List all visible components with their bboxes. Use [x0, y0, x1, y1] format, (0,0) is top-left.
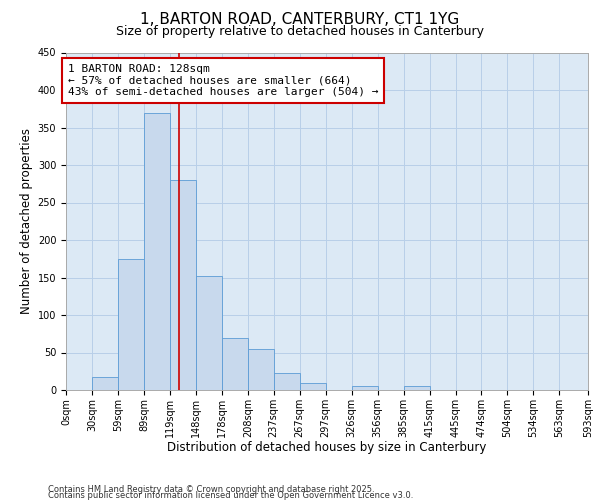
- Bar: [92, 376, 118, 390]
- Bar: [352, 386, 377, 390]
- Text: 1, BARTON ROAD, CANTERBURY, CT1 1YG: 1, BARTON ROAD, CANTERBURY, CT1 1YG: [140, 12, 460, 28]
- Text: Size of property relative to detached houses in Canterbury: Size of property relative to detached ho…: [116, 25, 484, 38]
- Y-axis label: Number of detached properties: Number of detached properties: [20, 128, 34, 314]
- Text: 1 BARTON ROAD: 128sqm
← 57% of detached houses are smaller (664)
43% of semi-det: 1 BARTON ROAD: 128sqm ← 57% of detached …: [68, 64, 378, 97]
- Bar: [274, 373, 300, 390]
- Bar: [118, 259, 144, 390]
- Text: Contains HM Land Registry data © Crown copyright and database right 2025.: Contains HM Land Registry data © Crown c…: [48, 485, 374, 494]
- Bar: [170, 180, 196, 390]
- X-axis label: Distribution of detached houses by size in Canterbury: Distribution of detached houses by size …: [167, 441, 487, 454]
- Bar: [196, 276, 222, 390]
- Bar: [404, 386, 430, 390]
- Bar: [222, 338, 248, 390]
- Bar: [144, 112, 170, 390]
- Bar: [248, 349, 274, 390]
- Text: Contains public sector information licensed under the Open Government Licence v3: Contains public sector information licen…: [48, 491, 413, 500]
- Bar: [300, 383, 326, 390]
